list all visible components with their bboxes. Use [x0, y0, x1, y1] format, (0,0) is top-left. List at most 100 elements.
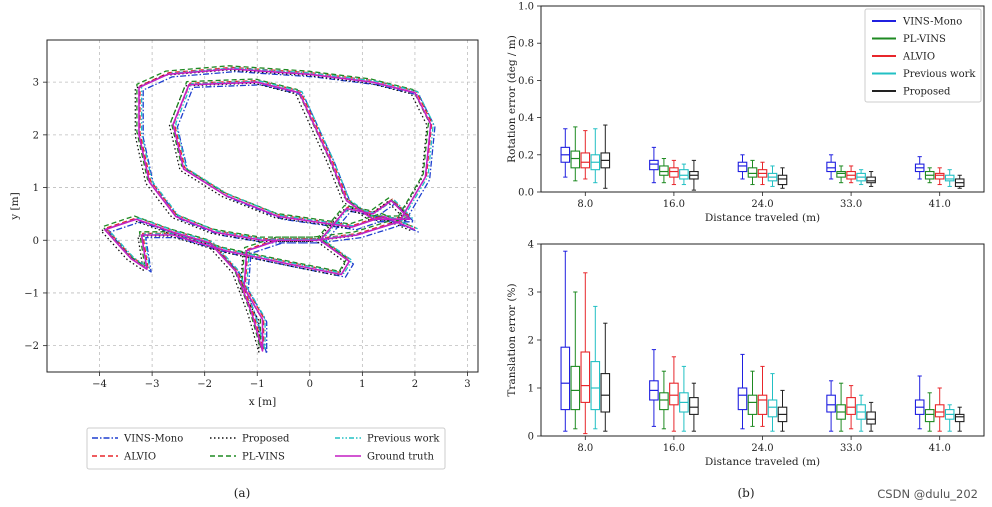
- box-4-3: [944, 404, 955, 432]
- box-1-1: [659, 370, 669, 430]
- legend-label: Previous work: [367, 434, 440, 445]
- box-0-0: [560, 128, 571, 178]
- box-0-3: [590, 128, 601, 184]
- box-4-2: [934, 167, 945, 186]
- x-tick-label: 16.0: [663, 443, 685, 454]
- y-tick-label: 2: [528, 336, 534, 347]
- box-0-2: [580, 272, 591, 435]
- y-tick-label: 0.2: [518, 150, 534, 161]
- legend-label: Ground truth: [367, 452, 435, 463]
- box-body: [934, 172, 945, 180]
- box-body: [747, 394, 758, 415]
- legend-label: Previous work: [903, 69, 976, 80]
- box-2-1: [747, 159, 758, 186]
- box-body: [600, 373, 611, 413]
- box-4-0: [914, 156, 925, 180]
- x-tick-label: −3: [145, 379, 160, 390]
- y-tick-label: −1: [24, 288, 39, 299]
- y-tick-label: 1: [528, 384, 534, 395]
- x-tick-label: 41.0: [929, 443, 951, 454]
- box-0-2: [580, 130, 591, 180]
- x-tick-label: 16.0: [663, 199, 685, 210]
- box-3-3: [856, 169, 866, 186]
- y-tick-label: 4: [528, 240, 534, 251]
- box-body: [580, 152, 591, 169]
- boxplot-legend: VINS-Mono PL-VINS ALVIO Previous work Propos…: [864, 8, 982, 103]
- y-axis-label: Rotation error (deg / m): [506, 35, 518, 163]
- box-body: [737, 161, 748, 173]
- x-tick-label: 41.0: [929, 199, 951, 210]
- box-3-0: [826, 154, 836, 180]
- legend-box: [86, 427, 446, 470]
- x-tick-label: −4: [92, 379, 107, 390]
- box-body: [659, 392, 669, 411]
- box-body: [944, 174, 955, 182]
- box-2-3: [767, 373, 778, 432]
- x-tick-label: −1: [250, 379, 265, 390]
- box-2-3: [767, 165, 778, 187]
- rotation-error-boxplot: 0.0 0.2 0.4 0.6 0.8 1.0 8.0 16.0 24.0 33.0 41.0 Dis…: [506, 2, 985, 224]
- box-1-1: [659, 158, 669, 184]
- box-body: [757, 394, 768, 415]
- x-tick-label: 33.0: [840, 443, 862, 454]
- x-axis-label: Distance traveled (m): [705, 212, 820, 224]
- box-3-2: [846, 165, 856, 184]
- box-body: [826, 394, 836, 413]
- box-2-4: [777, 167, 788, 189]
- box-body: [846, 397, 856, 415]
- legend-label: Proposed: [903, 87, 951, 98]
- y-axis-label: Translation error (%): [506, 283, 518, 396]
- box-0-3: [590, 305, 601, 430]
- box-2-2: [757, 365, 768, 427]
- y-tick-label: 0: [33, 236, 39, 247]
- box-body: [659, 165, 669, 176]
- watermark-text: CSDN @dulu_202: [877, 487, 978, 501]
- box-body: [590, 361, 601, 411]
- y-tick-label: 3: [33, 78, 39, 89]
- box-body: [570, 365, 581, 411]
- trajectory-line-2: [100, 69, 428, 353]
- x-tick-label: 2: [412, 379, 418, 390]
- box-body: [580, 351, 591, 403]
- y-tick-label: 0.4: [518, 113, 534, 124]
- trajectory-line-0: [108, 70, 436, 355]
- x-axis-label: x [m]: [249, 396, 276, 408]
- box-1-4: [689, 382, 699, 432]
- box-3-3: [856, 394, 866, 432]
- x-tick-label: 24.0: [751, 443, 773, 454]
- box-1-0: [649, 146, 659, 184]
- legend-label: Proposed: [242, 434, 290, 445]
- trajectory-line-5: [104, 68, 432, 352]
- box-body: [767, 399, 778, 418]
- box-body: [560, 346, 571, 411]
- box-body: [737, 387, 748, 411]
- box-2-2: [757, 161, 768, 186]
- translation-error-boxplot: 0 1 2 3 4 8.0 16.0 24.0 33.0 41.0 Distance travele…: [506, 240, 985, 468]
- legend-label: PL-VINS: [903, 34, 946, 45]
- box-2-4: [777, 389, 788, 432]
- box-0-1: [570, 291, 581, 430]
- box-body: [669, 382, 679, 406]
- box-body: [924, 409, 935, 423]
- box-body: [649, 159, 659, 171]
- plot-frame: [540, 5, 985, 193]
- trajectory-legend: VINS-Mono ALVIO Proposed PL-VINS Previous wo…: [86, 427, 446, 470]
- box-4-4: [954, 406, 965, 432]
- y-tick-label: −2: [24, 341, 39, 352]
- y-tick-label: 0: [528, 432, 534, 443]
- x-tick-label: 0: [307, 379, 313, 390]
- caption-a: (a): [234, 486, 251, 500]
- box-3-0: [826, 380, 836, 432]
- legend-label: PL-VINS: [242, 452, 285, 463]
- box-0-4: [600, 124, 611, 189]
- box-0-4: [600, 322, 611, 432]
- plot-frame: [540, 243, 985, 437]
- box-body: [866, 176, 876, 184]
- box-body: [669, 167, 679, 178]
- legend-label: ALVIO: [123, 452, 156, 463]
- box-2-1: [747, 370, 758, 427]
- box-1-2: [669, 356, 679, 432]
- box-4-1: [924, 392, 935, 432]
- legend-label: VINS-Mono: [902, 17, 962, 28]
